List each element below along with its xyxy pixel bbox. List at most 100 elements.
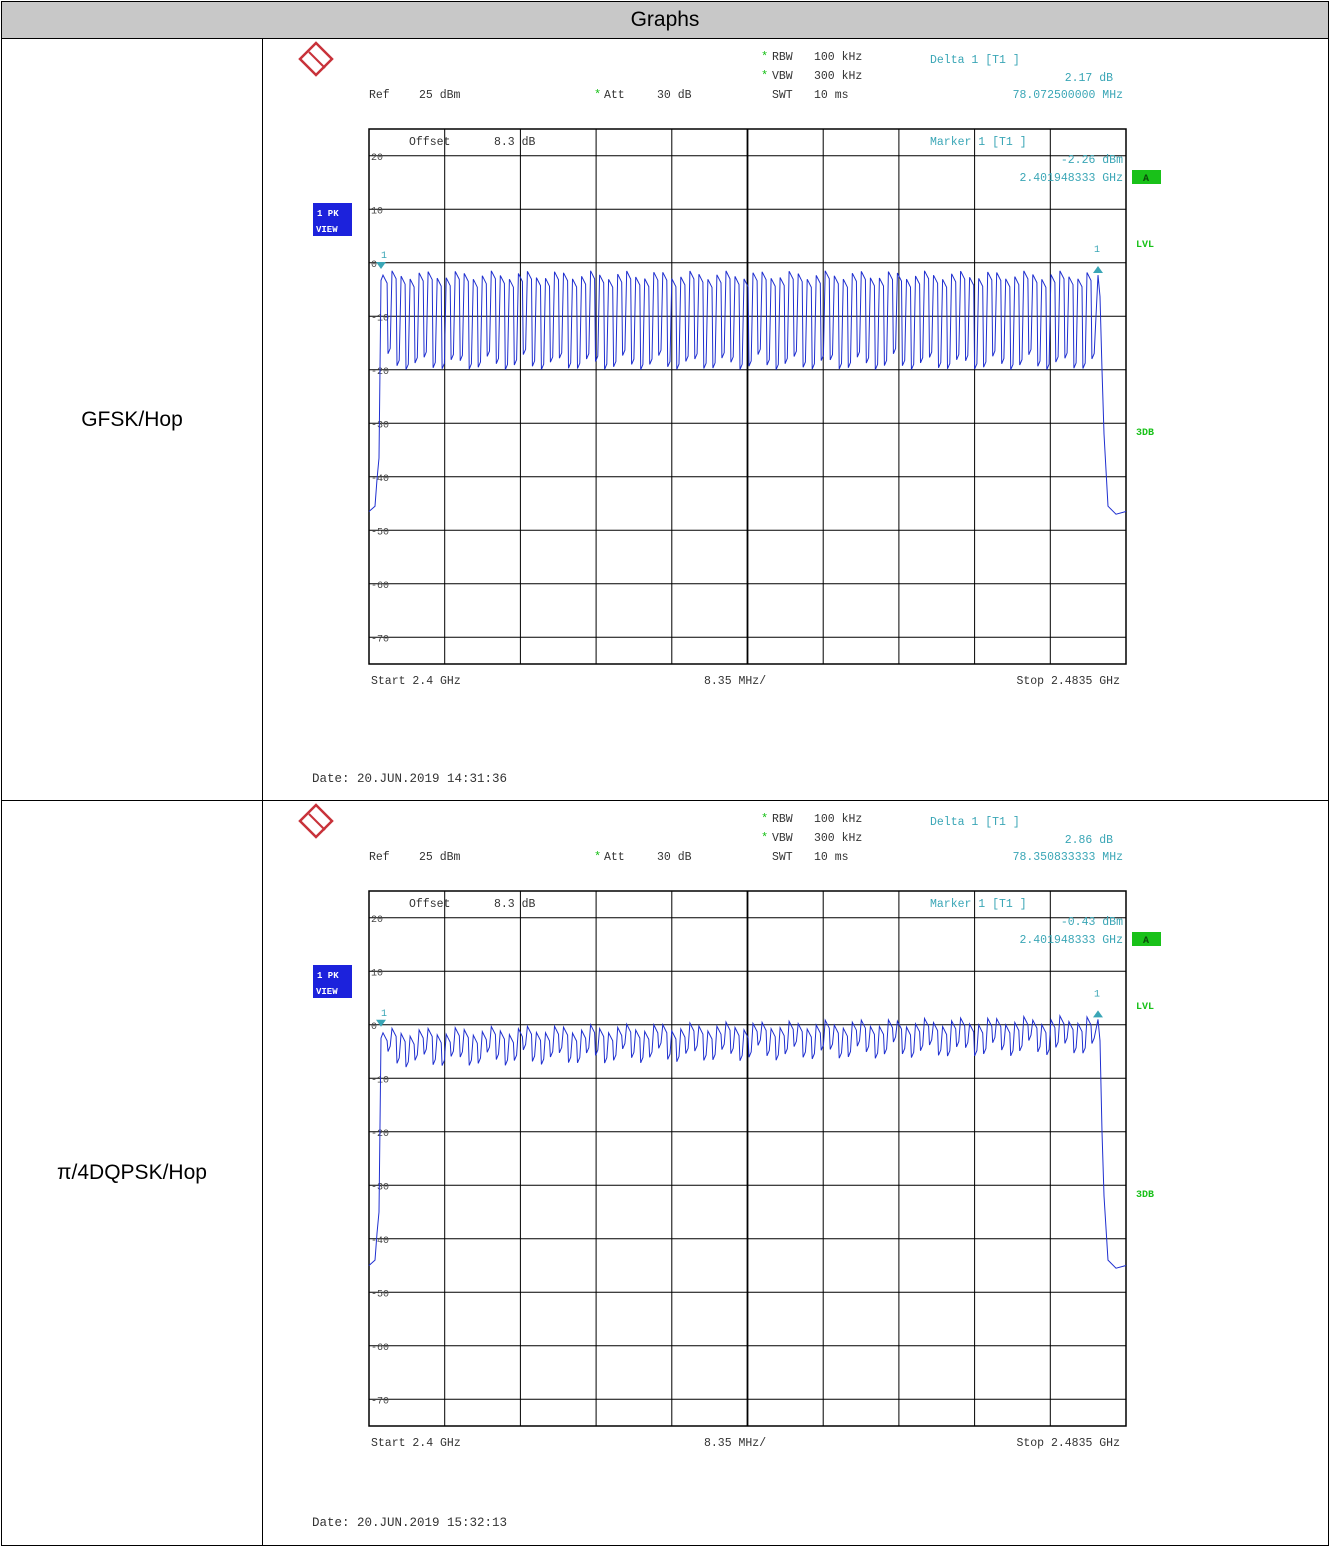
marker-title: Marker 1 [T1 ] <box>930 136 1027 149</box>
trace-a-box <box>1132 170 1161 184</box>
setting-star-icon: * <box>761 812 768 826</box>
spectrum-plot: * * * RBW 100 kHz VBW 300 kHz SWT 10 ms Ref 25 dBm… <box>298 41 1161 786</box>
spectrum-trace-line <box>368 1014 1127 1269</box>
pk-label: 1 PK <box>317 971 339 981</box>
vbw-label: VBW <box>772 70 793 83</box>
spectrum-plot: * * * RBW 100 kHz VBW 300 kHz SWT 10 ms Ref 25 dBm… <box>298 803 1161 1530</box>
att-value: 30 dB <box>657 851 692 864</box>
rbw-label: RBW <box>772 51 793 64</box>
y-tick-label: -30 <box>371 420 389 431</box>
att-value: 30 dB <box>657 89 692 102</box>
marker-level: -2.26 dBm <box>1061 154 1123 167</box>
ref-value: 25 dBm <box>419 89 461 102</box>
rbw-value: 100 kHz <box>814 813 862 826</box>
vbw-value: 300 kHz <box>814 832 862 845</box>
marker-1-icon <box>376 1019 386 1027</box>
y-tick-label: -60 <box>371 1343 389 1354</box>
rbw-value: 100 kHz <box>814 51 862 64</box>
y-tick-label: -70 <box>371 634 389 645</box>
stop-frequency: Stop 2.4835 GHz <box>1016 675 1120 688</box>
lvl-indicator: LVL <box>1136 240 1154 251</box>
delta-marker-icon <box>1093 266 1103 274</box>
table-row: GFSK/Hop * * * RBW 100 kHz VBW 300 kHz SWT 10 ms… <box>2 39 1328 801</box>
3db-indicator: 3DB <box>1136 428 1154 439</box>
start-frequency: Start 2.4 GHz <box>371 1437 461 1450</box>
ref-label: Ref <box>369 89 390 102</box>
lvl-indicator: LVL <box>1136 1002 1154 1013</box>
y-tick-label: -70 <box>371 1396 389 1407</box>
offset-label: Offset <box>409 136 450 149</box>
swt-value: 10 ms <box>814 851 849 864</box>
y-tick-label: 10 <box>371 968 383 979</box>
marker-1-number: 1 <box>381 1009 387 1020</box>
y-tick-label: -10 <box>371 1075 389 1086</box>
delta-level: 2.86 dB <box>1065 834 1113 847</box>
delta-marker-number: 1 <box>1094 245 1100 256</box>
measurement-date: Date: 20.JUN.2019 14:31:36 <box>312 772 507 786</box>
y-tick-label: 10 <box>371 206 383 217</box>
y-tick-label: -50 <box>371 1289 389 1300</box>
trace-a-label: A <box>1143 936 1149 947</box>
start-frequency: Start 2.4 GHz <box>371 675 461 688</box>
marker-title: Marker 1 [T1 ] <box>930 898 1027 911</box>
att-label: Att <box>604 89 625 102</box>
setting-star-icon: * <box>761 69 768 83</box>
y-tick-label: -60 <box>371 581 389 592</box>
delta-marker-icon <box>1093 1010 1103 1018</box>
marker-frequency: 2.401948333 GHz <box>1019 934 1123 947</box>
offset-value: 8.3 dB <box>494 898 536 911</box>
pk-label: 1 PK <box>317 209 339 219</box>
swt-label: SWT <box>772 851 793 864</box>
trace-a-box <box>1132 932 1161 946</box>
setting-star-icon: * <box>761 831 768 845</box>
y-tick-label: -50 <box>371 527 389 538</box>
rbw-label: RBW <box>772 813 793 826</box>
trace-a-label: A <box>1143 174 1149 185</box>
ref-value: 25 dBm <box>419 851 461 864</box>
table-header: Graphs <box>2 2 1328 39</box>
rs-logo-icon <box>298 41 334 77</box>
rs-logo-icon <box>298 803 334 839</box>
stop-frequency: Stop 2.4835 GHz <box>1016 1437 1120 1450</box>
span-per-div: 8.35 MHz/ <box>704 1437 766 1450</box>
delta-marker-number: 1 <box>1094 989 1100 1000</box>
att-label: Att <box>604 851 625 864</box>
offset-label: Offset <box>409 898 450 911</box>
y-tick-label: 0 <box>371 260 377 271</box>
swt-label: SWT <box>772 89 793 102</box>
spectrum-plot-cell: * * * RBW 100 kHz VBW 300 kHz SWT 10 ms Ref 25 dBm… <box>264 39 1328 800</box>
y-tick-label: 20 <box>371 153 383 164</box>
delta-title: Delta 1 [T1 ] <box>930 54 1020 67</box>
view-label: VIEW <box>316 225 338 235</box>
vbw-value: 300 kHz <box>814 70 862 83</box>
setting-star-icon: * <box>761 50 768 64</box>
y-tick-label: -40 <box>371 1236 389 1247</box>
setting-star-icon: * <box>594 850 601 864</box>
offset-value: 8.3 dB <box>494 136 536 149</box>
y-tick-label: -30 <box>371 1182 389 1193</box>
view-label: VIEW <box>316 987 338 997</box>
marker-level: -0.43 dBm <box>1061 916 1123 929</box>
3db-indicator: 3DB <box>1136 1190 1154 1201</box>
delta-frequency: 78.072500000 MHz <box>1013 89 1123 102</box>
trace-mode-box <box>313 203 352 236</box>
delta-frequency: 78.350833333 MHz <box>1013 851 1123 864</box>
y-tick-label: 20 <box>371 915 383 926</box>
table-row: π/4DQPSK/Hop * * * RBW 100 kHz VBW 300 kHz SWT 1… <box>2 801 1328 1545</box>
marker-1-number: 1 <box>381 251 387 262</box>
marker-frequency: 2.401948333 GHz <box>1019 172 1123 185</box>
span-per-div: 8.35 MHz/ <box>704 675 766 688</box>
ref-label: Ref <box>369 851 390 864</box>
y-tick-label: 0 <box>371 1022 377 1033</box>
y-tick-label: -40 <box>371 474 389 485</box>
marker-1-icon <box>376 262 386 270</box>
delta-level: 2.17 dB <box>1065 72 1113 85</box>
spectrum-plot-cell: * * * RBW 100 kHz VBW 300 kHz SWT 10 ms Ref 25 dBm… <box>264 801 1328 1545</box>
trace-mode-box <box>313 965 352 998</box>
setting-star-icon: * <box>594 88 601 102</box>
measurement-date: Date: 20.JUN.2019 15:32:13 <box>312 1516 507 1530</box>
y-tick-label: -10 <box>371 313 389 324</box>
mode-label: GFSK/Hop <box>2 39 263 800</box>
delta-title: Delta 1 [T1 ] <box>930 816 1020 829</box>
